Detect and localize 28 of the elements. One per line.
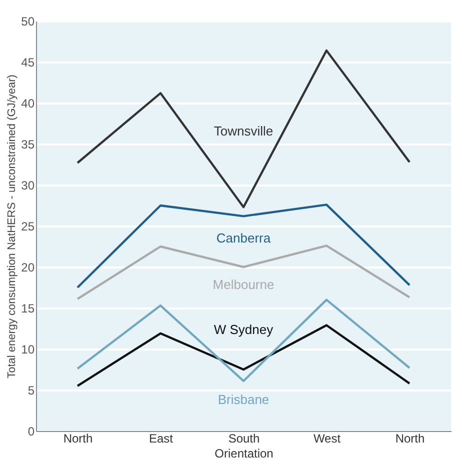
y-tick-label: 40 — [21, 96, 35, 110]
x-tick-label: West — [313, 432, 342, 446]
y-tick-label: 35 — [21, 138, 35, 152]
y-tick-label: 15 — [21, 302, 35, 316]
series-label: W Sydney — [214, 322, 274, 338]
y-tick-label: 45 — [21, 56, 35, 70]
y-tick-label: 5 — [28, 384, 35, 398]
y-tick-label: 25 — [21, 220, 35, 234]
y-tick-label: 0 — [28, 424, 35, 438]
line-series — [76, 204, 411, 289]
line-series — [76, 324, 411, 387]
series-label: Canberra — [216, 230, 272, 246]
x-tick-label: East — [148, 432, 174, 446]
x-axis-title: Orientation — [214, 446, 274, 460]
y-tick-label: 30 — [21, 178, 35, 192]
line-series — [76, 298, 411, 382]
line-series — [76, 244, 411, 300]
x-tick-label: North — [63, 432, 93, 446]
series-label: Townsville — [214, 124, 274, 139]
y-tick-label: 10 — [21, 342, 35, 356]
y-tick-label: 50 — [21, 14, 35, 28]
series-label: Brisbane — [218, 392, 270, 407]
line-series — [76, 49, 411, 208]
y-tick-label: 20 — [21, 260, 35, 274]
x-tick-label: South — [228, 432, 260, 446]
y-axis-title: Total energy consumption NatHERS - unconstrained (GJ/year) — [6, 74, 18, 378]
series-label: Melbourne — [212, 277, 274, 292]
x-tick-label: North — [395, 432, 425, 446]
